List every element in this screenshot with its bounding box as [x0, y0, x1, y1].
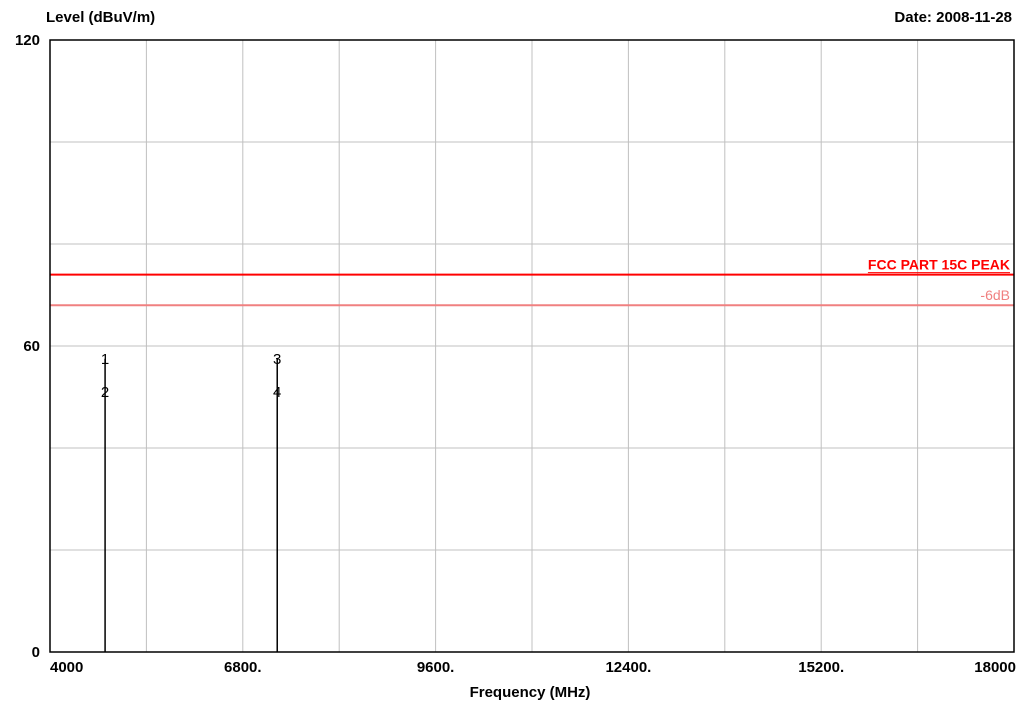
x-tick-label: 9600. — [417, 659, 455, 676]
y-tick-label: 120 — [15, 32, 40, 49]
axis-ticks: 4000 6800. 9600. 12400. 15200. 18000 0 60 120 — [15, 32, 1016, 676]
marker-label: 4 — [273, 384, 281, 401]
y-tick-label: 0 — [32, 644, 40, 661]
data-spikes — [104, 358, 278, 652]
limit-line-label: FCC PART 15C PEAK — [868, 257, 1010, 273]
grid — [50, 40, 1014, 652]
x-tick-label: 18000 — [974, 659, 1016, 676]
x-tick-label: 15200. — [798, 659, 844, 676]
x-tick-label: 6800. — [224, 659, 262, 676]
x-axis-label: Frequency (MHz) — [470, 684, 591, 701]
limit-line-label: -6dB — [980, 287, 1010, 303]
marker-label: 3 — [273, 351, 281, 368]
x-tick-label: 12400. — [605, 659, 651, 676]
plot-frame — [49, 39, 1015, 653]
y-tick-label: 60 — [23, 338, 40, 355]
y-axis-label: Level (dBuV/m) — [46, 9, 155, 26]
marker-labels: 1 2 3 4 — [101, 351, 281, 401]
marker-label: 2 — [101, 384, 109, 401]
date-label: Date: 2008-11-28 — [894, 9, 1012, 26]
limit-lines: FCC PART 15C PEAK -6dB — [50, 257, 1014, 307]
marker-label: 1 — [101, 351, 109, 368]
x-tick-label: 4000 — [50, 659, 83, 676]
